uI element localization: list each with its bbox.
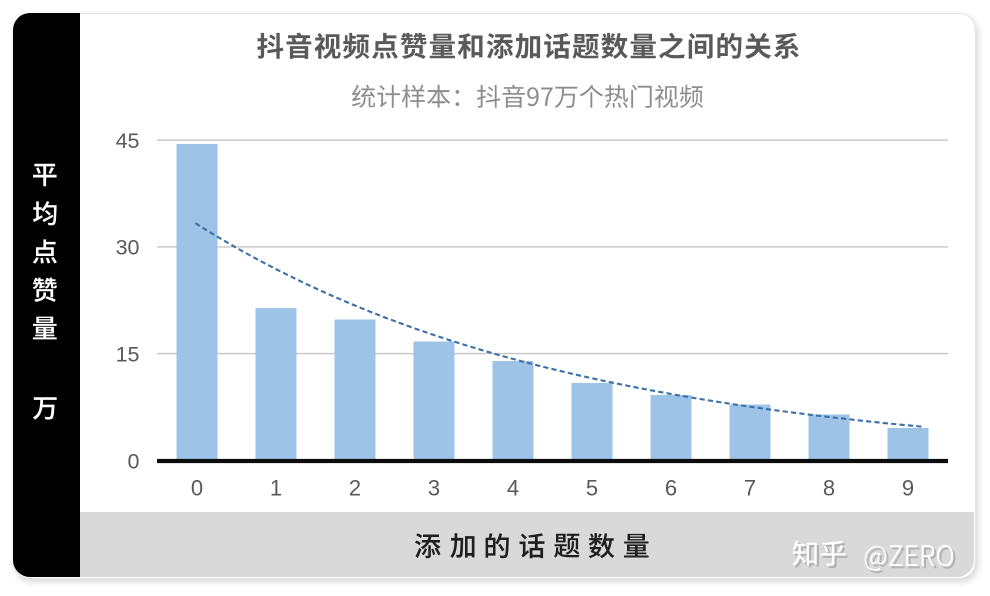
svg-text:4: 4 [507, 475, 519, 500]
svg-text:30: 30 [116, 236, 140, 260]
svg-text:9: 9 [902, 475, 914, 500]
svg-text:3: 3 [428, 475, 440, 500]
svg-text:7: 7 [744, 475, 756, 500]
svg-text:15: 15 [116, 342, 140, 366]
svg-text:0: 0 [128, 450, 140, 474]
svg-text:6: 6 [665, 475, 677, 500]
svg-text:45: 45 [116, 129, 140, 153]
svg-text:1: 1 [270, 475, 282, 500]
svg-text:0: 0 [191, 475, 203, 500]
svg-text:8: 8 [823, 475, 835, 500]
svg-text:2: 2 [349, 475, 361, 500]
svg-text:5: 5 [586, 475, 598, 500]
